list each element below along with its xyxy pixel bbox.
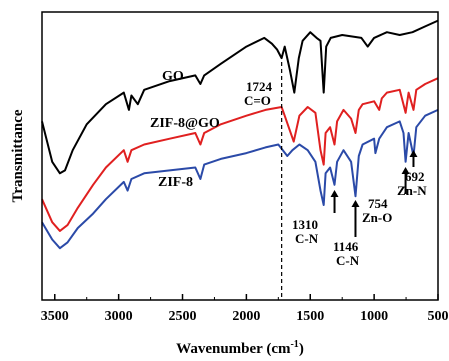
x-axis-ticks: 3500 3000 2500 2000 1500 1000 500 [41,294,449,324]
arrow-1146-head [351,200,360,207]
series-label-go: GO [162,69,184,84]
arrow-754-head [401,167,410,174]
x-tick-label-500: 500 [428,309,449,324]
annotation-1310-group: C-N [295,231,319,246]
x-axis-label: Wavenumber (cm-1) [176,339,304,357]
x-tick-label-1000: 1000 [360,309,388,324]
annotation-754-wavenumber: 754 [368,196,388,211]
x-tick-label-2000: 2000 [232,309,260,324]
series-layer [41,19,439,250]
series-line-go [41,19,439,175]
annotation-754-group: Zn-O [362,210,392,225]
series-line-zif-8-go [41,77,439,232]
annotation-arrows [330,150,418,237]
x-tick-label-2500: 2500 [169,309,197,324]
series-label-zif8: ZIF-8 [158,175,193,190]
x-axis-label-close: ) [299,341,304,357]
x-axis-label-superscript: -1 [290,339,298,350]
annotation-692-group: Zn-N [397,183,427,198]
arrow-1310-head [330,190,339,197]
plot-frame [41,11,439,301]
x-tick-label-1500: 1500 [296,309,324,324]
y-axis-label: Transmittance [10,109,26,202]
annotation-1724-group: C=O [244,93,271,108]
annotation-1146-wavenumber: 1146 [333,239,359,254]
annotation-1310-wavenumber: 1310 [292,217,318,232]
annotation-692-wavenumber: 692 [405,169,425,184]
annotation-1724-wavenumber: 1724 [246,79,273,94]
arrow-692-head [409,150,418,157]
x-axis-label-main: Wavenumber (cm [176,341,291,357]
annotation-1146-group: C-N [336,253,360,268]
x-tick-label-3000: 3000 [105,309,133,324]
series-line-zif-8 [41,108,439,250]
series-label-zif8-go: ZIF-8@GO [150,116,220,131]
x-tick-label-3500: 3500 [41,309,69,324]
